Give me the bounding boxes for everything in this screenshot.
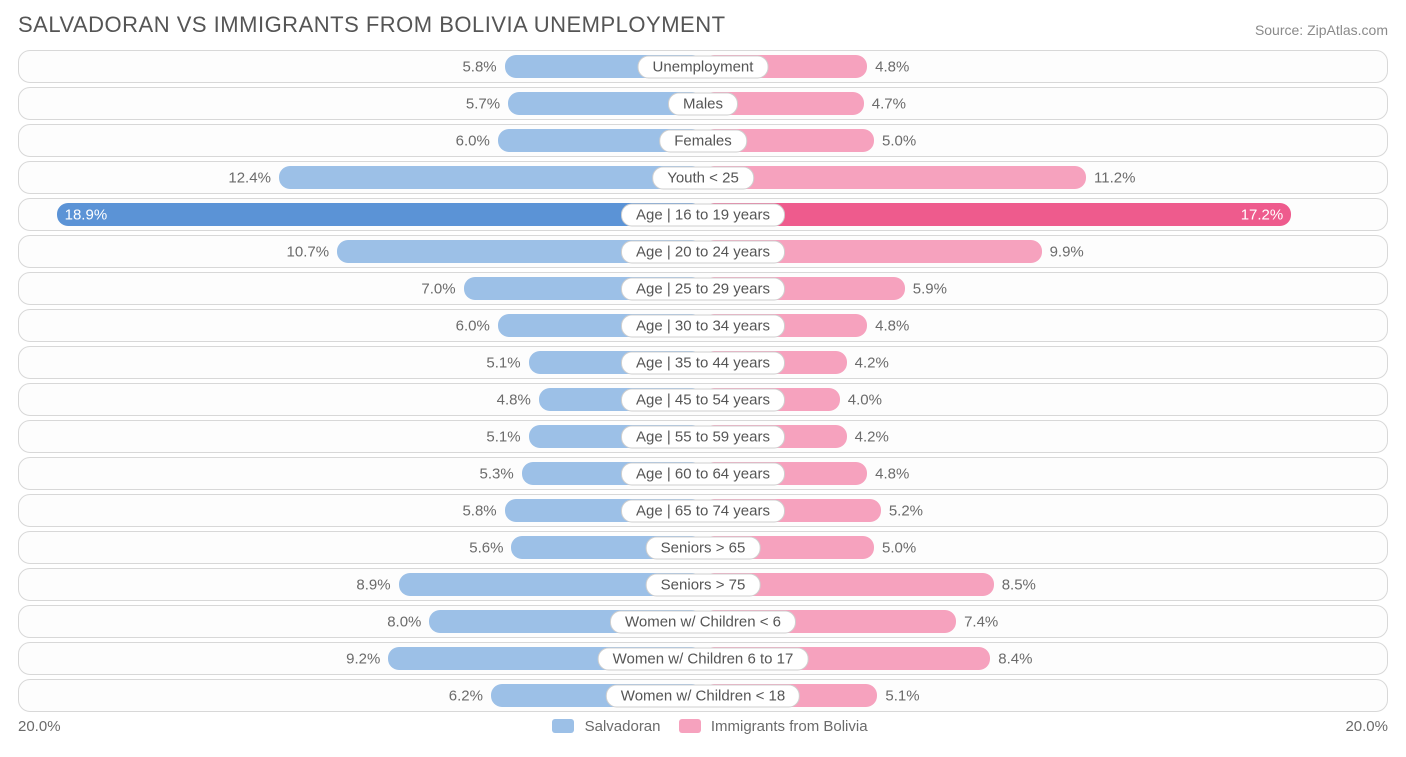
value-label-left: 6.0% bbox=[456, 317, 490, 334]
category-label: Age | 65 to 74 years bbox=[621, 499, 785, 522]
value-label-left: 8.0% bbox=[387, 613, 421, 630]
bar-right: 17.2% bbox=[703, 203, 1291, 226]
legend-swatch-right bbox=[679, 719, 701, 733]
category-label: Seniors > 75 bbox=[646, 573, 761, 596]
category-label: Age | 16 to 19 years bbox=[621, 203, 785, 226]
bar-right bbox=[703, 166, 1086, 189]
chart-row: 8.0% 7.4% Women w/ Children < 6 bbox=[18, 605, 1388, 638]
value-label-left: 5.7% bbox=[466, 95, 500, 112]
category-label: Age | 55 to 59 years bbox=[621, 425, 785, 448]
chart-row: 5.8% 4.8% Unemployment bbox=[18, 50, 1388, 83]
category-label: Age | 25 to 29 years bbox=[621, 277, 785, 300]
chart-rows: 5.8% 4.8% Unemployment 5.7% 4.7% Males 6.0% 5.0… bbox=[18, 50, 1388, 712]
value-label-right: 5.1% bbox=[885, 687, 919, 704]
chart-row: 5.6% 5.0% Seniors > 65 bbox=[18, 531, 1388, 564]
chart-row: 6.0% 5.0% Females bbox=[18, 124, 1388, 157]
value-label-right: 9.9% bbox=[1050, 243, 1084, 260]
value-label-right: 4.2% bbox=[855, 354, 889, 371]
chart-row: 5.8% 5.2% Age | 65 to 74 years bbox=[18, 494, 1388, 527]
value-label-left: 5.8% bbox=[462, 58, 496, 75]
chart-row: 5.1% 4.2% Age | 35 to 44 years bbox=[18, 346, 1388, 379]
value-label-left: 5.3% bbox=[480, 465, 514, 482]
chart-footer: 20.0% Salvadoran Immigrants from Bolivia… bbox=[18, 718, 1388, 735]
value-label-right: 5.0% bbox=[882, 132, 916, 149]
legend-swatch-left bbox=[552, 719, 574, 733]
category-label: Males bbox=[668, 92, 738, 115]
chart-row: 18.9% 17.2% Age | 16 to 19 years bbox=[18, 198, 1388, 231]
value-label-right: 4.8% bbox=[875, 58, 909, 75]
chart-row: 5.1% 4.2% Age | 55 to 59 years bbox=[18, 420, 1388, 453]
category-label: Youth < 25 bbox=[652, 166, 754, 189]
value-label-right: 4.8% bbox=[875, 465, 909, 482]
value-label-right: 4.8% bbox=[875, 317, 909, 334]
value-label-left: 5.6% bbox=[469, 539, 503, 556]
chart-row: 5.3% 4.8% Age | 60 to 64 years bbox=[18, 457, 1388, 490]
chart-title: SALVADORAN VS IMMIGRANTS FROM BOLIVIA UN… bbox=[18, 12, 726, 38]
value-label-left: 12.4% bbox=[228, 169, 271, 186]
value-label-left: 10.7% bbox=[287, 243, 330, 260]
bar-left: 18.9% bbox=[57, 203, 703, 226]
legend-label-right: Immigrants from Bolivia bbox=[711, 718, 868, 735]
chart-row: 6.2% 5.1% Women w/ Children < 18 bbox=[18, 679, 1388, 712]
value-label-right: 5.9% bbox=[913, 280, 947, 297]
chart-legend: Salvadoran Immigrants from Bolivia bbox=[361, 718, 1046, 735]
value-label-right: 4.2% bbox=[855, 428, 889, 445]
category-label: Women w/ Children < 18 bbox=[606, 684, 800, 707]
value-label-left: 6.2% bbox=[449, 687, 483, 704]
value-label-left: 6.0% bbox=[456, 132, 490, 149]
value-label-left: 4.8% bbox=[497, 391, 531, 408]
value-label-right: 4.7% bbox=[872, 95, 906, 112]
value-label-right: 5.0% bbox=[882, 539, 916, 556]
value-label-left: 18.9% bbox=[65, 206, 108, 223]
category-label: Unemployment bbox=[638, 55, 769, 78]
category-label: Age | 30 to 34 years bbox=[621, 314, 785, 337]
chart-row: 8.9% 8.5% Seniors > 75 bbox=[18, 568, 1388, 601]
value-label-right: 11.2% bbox=[1094, 169, 1135, 186]
value-label-right: 8.4% bbox=[998, 650, 1032, 667]
category-label: Seniors > 65 bbox=[646, 536, 761, 559]
bar-left bbox=[279, 166, 703, 189]
value-label-left: 5.1% bbox=[486, 428, 520, 445]
chart-row: 9.2% 8.4% Women w/ Children 6 to 17 bbox=[18, 642, 1388, 675]
chart-header: SALVADORAN VS IMMIGRANTS FROM BOLIVIA UN… bbox=[18, 12, 1388, 38]
legend-label-left: Salvadoran bbox=[585, 718, 661, 735]
chart-row: 12.4% 11.2% Youth < 25 bbox=[18, 161, 1388, 194]
value-label-right: 8.5% bbox=[1002, 576, 1036, 593]
chart-row: 4.8% 4.0% Age | 45 to 54 years bbox=[18, 383, 1388, 416]
value-label-left: 8.9% bbox=[356, 576, 390, 593]
value-label-left: 5.1% bbox=[486, 354, 520, 371]
chart-source: Source: ZipAtlas.com bbox=[1255, 22, 1388, 38]
axis-max-right: 20.0% bbox=[1046, 718, 1389, 735]
chart-row: 7.0% 5.9% Age | 25 to 29 years bbox=[18, 272, 1388, 305]
category-label: Women w/ Children < 6 bbox=[610, 610, 796, 633]
axis-max-left: 20.0% bbox=[18, 718, 361, 735]
category-label: Age | 60 to 64 years bbox=[621, 462, 785, 485]
value-label-left: 7.0% bbox=[421, 280, 455, 297]
category-label: Females bbox=[659, 129, 747, 152]
category-label: Age | 35 to 44 years bbox=[621, 351, 785, 374]
value-label-right: 5.2% bbox=[889, 502, 923, 519]
value-label-right: 7.4% bbox=[964, 613, 998, 630]
value-label-left: 9.2% bbox=[346, 650, 380, 667]
value-label-right: 4.0% bbox=[848, 391, 882, 408]
chart-row: 5.7% 4.7% Males bbox=[18, 87, 1388, 120]
chart-row: 10.7% 9.9% Age | 20 to 24 years bbox=[18, 235, 1388, 268]
value-label-left: 5.8% bbox=[462, 502, 496, 519]
category-label: Age | 20 to 24 years bbox=[621, 240, 785, 263]
category-label: Age | 45 to 54 years bbox=[621, 388, 785, 411]
chart-row: 6.0% 4.8% Age | 30 to 34 years bbox=[18, 309, 1388, 342]
category-label: Women w/ Children 6 to 17 bbox=[598, 647, 809, 670]
value-label-right: 17.2% bbox=[1241, 206, 1284, 223]
